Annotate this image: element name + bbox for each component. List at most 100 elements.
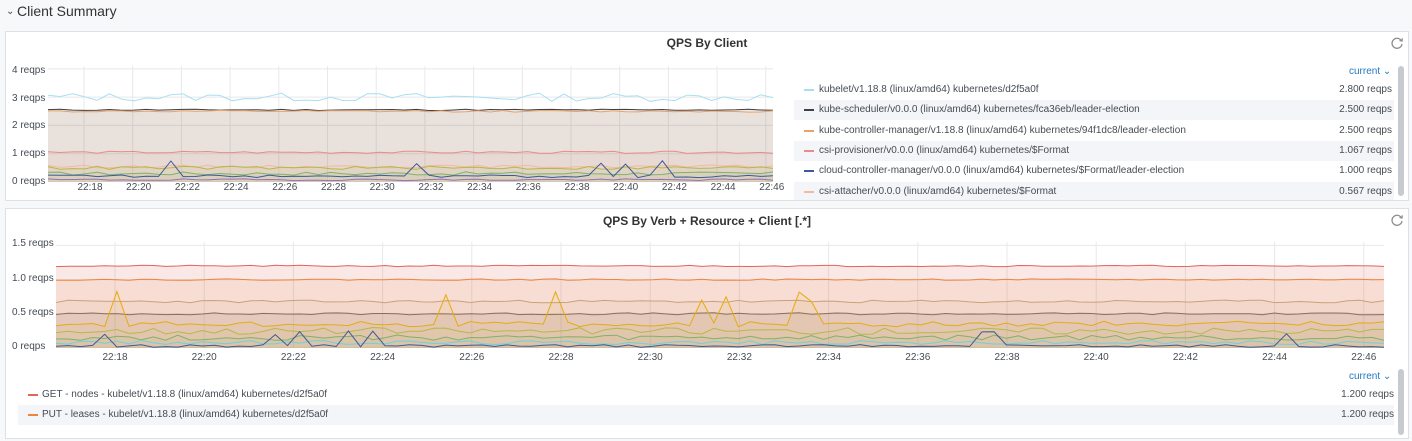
- legend-color-swatch: [804, 129, 814, 132]
- x-tick-label: 22:36: [515, 182, 541, 193]
- legend-item-label[interactable]: kube-controller-manager/v1.18.8 (linux/a…: [819, 124, 1186, 136]
- series-kube-controller-manager-line: [48, 109, 773, 113]
- legend-color-swatch: [804, 149, 814, 152]
- series-other-b-line: [48, 171, 773, 176]
- legend-item-label[interactable]: csi-provisioner/v0.0.0 (linux/amd64) kub…: [819, 144, 1070, 156]
- legend-item-label[interactable]: kube-scheduler/v0.0.0 (linux/amd64) kube…: [819, 104, 1140, 116]
- series-other-1-area: [56, 300, 1384, 348]
- x-tick-label: 22:46: [1351, 352, 1377, 363]
- series-other-6-line: [56, 339, 1384, 346]
- legend-item-label[interactable]: csi-attacher/v0.0.0 (linux/amd64) kubern…: [819, 185, 1057, 197]
- x-tick-label: 22:40: [1083, 352, 1109, 363]
- series-other-1-line: [56, 299, 1384, 304]
- series-kubelet-line: [48, 92, 773, 102]
- x-tick-label: 22:44: [1262, 352, 1288, 363]
- legend-item[interactable]: GET - nodes - kubelet/v1.18.8 (linux/amd…: [18, 385, 1394, 405]
- x-tick-label: 22:22: [280, 352, 306, 363]
- x-tick-label: 22:20: [126, 182, 152, 193]
- x-tick-label: 22:44: [710, 182, 736, 193]
- x-tick-label: 22:46: [759, 182, 785, 193]
- series-other-7-line: [56, 330, 1384, 348]
- x-tick-label: 22:24: [370, 352, 396, 363]
- x-tick-label: 22:42: [1172, 352, 1198, 363]
- legend-sort-current[interactable]: current ⌄: [1349, 371, 1392, 382]
- series-other-4-line: [56, 326, 1384, 335]
- panel-title[interactable]: QPS By Client: [666, 36, 748, 50]
- legend-item[interactable]: kube-scheduler/v0.0.0 (linux/amd64) kube…: [794, 100, 1394, 121]
- row-title[interactable]: Client Summary: [17, 3, 117, 19]
- x-tick-label: 22:18: [77, 182, 103, 193]
- refresh-icon[interactable]: [1390, 213, 1404, 227]
- x-tick-label: 22:24: [223, 182, 249, 193]
- legend-item-value: 1.200 reqps: [1341, 409, 1394, 421]
- series-csi-attacher-area: [48, 165, 773, 182]
- x-tick-label: 22:42: [661, 182, 687, 193]
- x-tick-label: 22:40: [613, 182, 639, 193]
- y-tick-label: 0 reqps: [12, 176, 46, 187]
- legend-color-swatch: [28, 394, 38, 396]
- qps-by-client-graph[interactable]: [48, 66, 773, 182]
- x-tick-label: 22:38: [564, 182, 590, 193]
- x-tick-label: 22:22: [174, 182, 200, 193]
- legend-scrollbar[interactable]: [1398, 66, 1404, 196]
- legend-item-label[interactable]: kubelet/v1.18.8 (linux/amd64) kubernetes…: [819, 84, 1039, 95]
- x-tick-label: 22:28: [320, 182, 347, 193]
- legend-item[interactable]: kubelet/v1.18.8 (linux/amd64) kubernetes…: [794, 80, 1394, 100]
- x-tick-label: 22:26: [459, 352, 485, 363]
- series-kube-scheduler-area: [48, 109, 773, 182]
- legend-color-swatch: [804, 89, 814, 91]
- series-other-2-area: [56, 312, 1384, 348]
- y-tick-label: 0 reqps: [12, 341, 46, 352]
- legend-item[interactable]: PUT - leases - kubelet/v1.18.8 (linux/am…: [18, 405, 1394, 426]
- legend-sort-current[interactable]: current ⌄: [1349, 66, 1392, 77]
- legend-item-value: 2.500 reqps: [1339, 104, 1392, 116]
- legend-item-value: 1.000 reqps: [1339, 165, 1392, 177]
- refresh-icon[interactable]: [1390, 36, 1404, 50]
- legend-item-label[interactable]: GET - nodes - kubelet/v1.18.8 (linux/amd…: [42, 389, 327, 400]
- series-kube-controller-manager-area: [48, 110, 773, 182]
- qps-by-verb-resource-client-graph[interactable]: [56, 242, 1384, 348]
- legend-color-swatch: [28, 414, 38, 417]
- plot-background: [56, 242, 1384, 348]
- y-tick-label: 1.0 reqps: [12, 273, 54, 284]
- series-get-nodes-line: [56, 264, 1384, 268]
- y-tick-label: 1 reqps: [12, 148, 46, 159]
- series-other-a-line: [48, 165, 773, 170]
- legend-item[interactable]: csi-provisioner/v0.0.0 (linux/amd64) kub…: [794, 140, 1394, 161]
- legend-item-label[interactable]: PUT - leases - kubelet/v1.18.8 (linux/am…: [42, 409, 329, 421]
- x-tick-label: 22:30: [369, 182, 395, 193]
- legend-color-swatch: [804, 109, 814, 112]
- x-tick-label: 22:34: [816, 352, 842, 363]
- series-other-3-line: [56, 289, 1384, 328]
- chevron-down-icon[interactable]: ⌄: [6, 6, 15, 17]
- y-tick-label: 3 reqps: [12, 93, 46, 104]
- series-csi-attacher-line: [48, 164, 773, 169]
- x-tick-label: 22:32: [418, 182, 444, 193]
- legend-item-value: 1.200 reqps: [1341, 389, 1394, 400]
- panel-title[interactable]: QPS By Verb + Resource + Client [.*]: [602, 214, 812, 228]
- legend-item-value: 0.567 reqps: [1339, 185, 1392, 197]
- legend-item-label[interactable]: cloud-controller-manager/v0.0.0 (linux/a…: [819, 165, 1185, 177]
- x-tick-label: 22:38: [994, 352, 1020, 363]
- y-tick-label: 0.5 reqps: [12, 307, 54, 318]
- legend-color-swatch: [804, 170, 814, 173]
- legend-item-value: 2.500 reqps: [1339, 124, 1392, 136]
- legend-scrollbar[interactable]: [1398, 369, 1404, 435]
- legend-item-value: 2.800 reqps: [1339, 84, 1392, 95]
- x-tick-label: 22:36: [905, 352, 931, 363]
- legend-item[interactable]: cloud-controller-manager/v0.0.0 (linux/a…: [794, 161, 1394, 181]
- x-tick-label: 22:34: [467, 182, 493, 193]
- y-tick-label: 1.5 reqps: [12, 238, 54, 249]
- legend-item[interactable]: csi-attacher/v0.0.0 (linux/amd64) kubern…: [794, 181, 1394, 200]
- series-csi-provisioner-line: [48, 150, 773, 154]
- legend-color-swatch: [804, 190, 814, 193]
- y-tick-label: 4 reqps: [12, 65, 46, 76]
- panel-qps-by-verb-resource-client: QPS By Verb + Resource + Client [.*] 1.5…: [5, 208, 1409, 439]
- row-header-client-summary[interactable]: ⌄ Client Summary: [0, 0, 1412, 26]
- y-tick-label: 2 reqps: [12, 120, 46, 131]
- series-other-c-line: [48, 178, 773, 182]
- series-other-5-line: [56, 334, 1384, 341]
- legend-item-value: 1.067 reqps: [1339, 144, 1392, 156]
- legend-item[interactable]: kube-controller-manager/v1.18.8 (linux/a…: [794, 121, 1394, 141]
- x-tick-label: 22:32: [726, 352, 752, 363]
